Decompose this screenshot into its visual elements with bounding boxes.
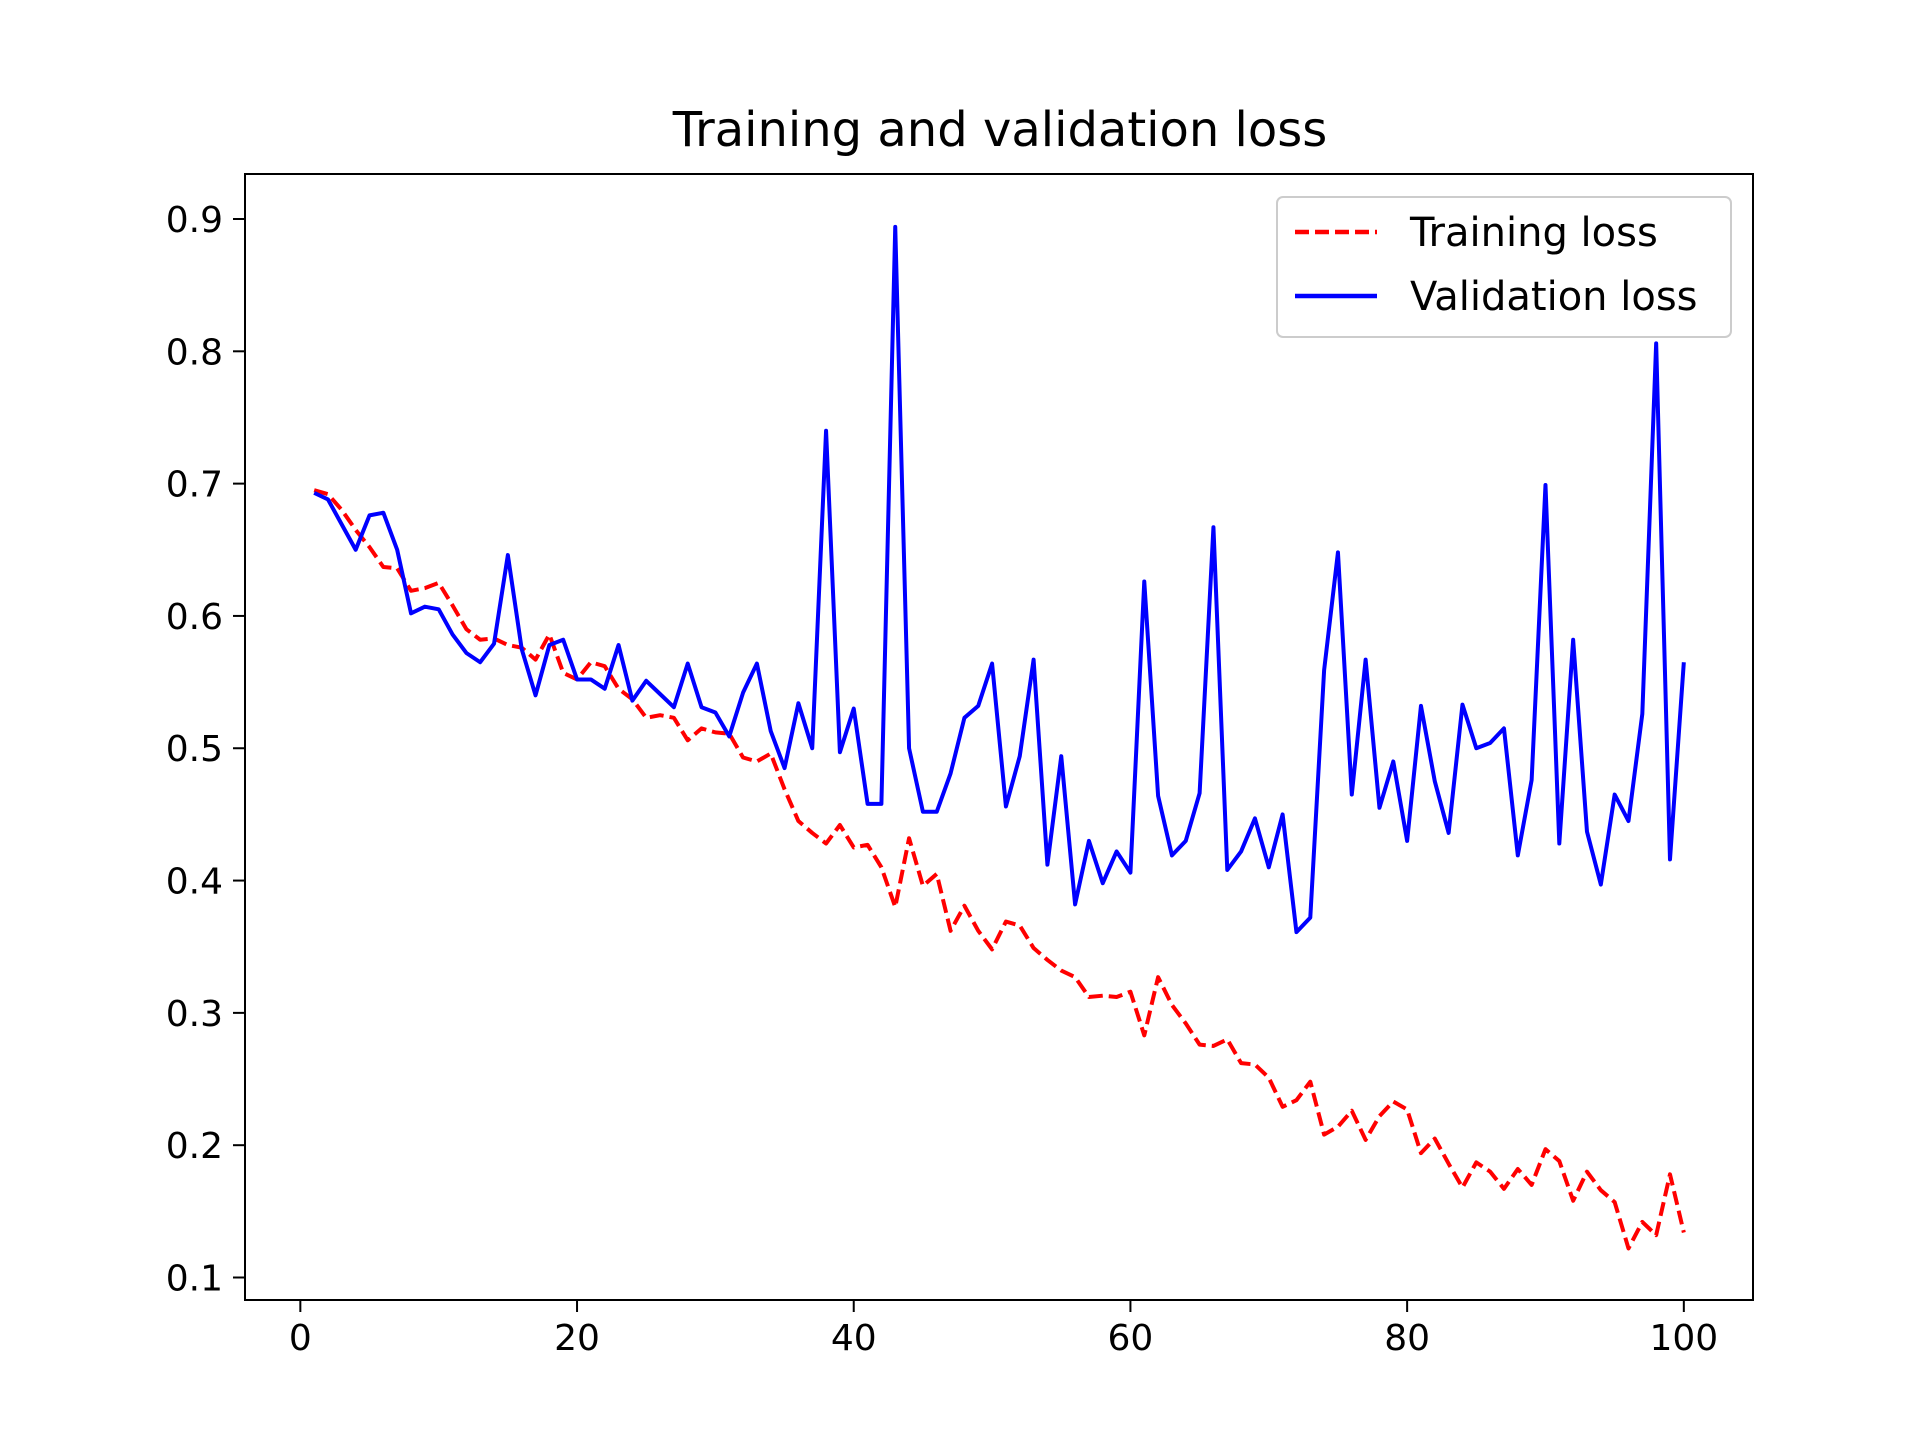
legend-training-label: Training loss [1409,210,1658,256]
y-tick-label: 0.1 [166,1259,223,1300]
y-tick-label: 0.9 [166,200,223,241]
y-tick-label: 0.4 [166,862,223,903]
y-tick-label: 0.8 [166,332,223,373]
x-tick-label: 40 [831,1318,877,1359]
x-axis: 0 20 40 60 80 100 [289,1300,1718,1359]
legend: Training loss Validation loss [1276,196,1732,338]
y-tick-label: 0.2 [166,1126,223,1167]
y-tick-label: 0.7 [166,465,223,506]
legend-validation-label: Validation loss [1410,274,1698,320]
x-tick-label: 0 [289,1318,312,1359]
y-tick-label: 0.3 [166,994,223,1035]
training-loss-line [313,488,1686,1251]
chart-title: Training and validation loss [672,102,1328,158]
legend-frame [1276,196,1732,338]
y-tick-label: 0.5 [166,729,223,770]
validation-loss-line [313,224,1686,935]
x-tick-label: 80 [1384,1318,1430,1359]
y-axis: 0.1 0.2 0.3 0.4 0.5 0.6 0.7 0.8 0.9 [166,200,245,1300]
x-tick-label: 100 [1649,1318,1718,1359]
x-tick-label: 60 [1108,1318,1154,1359]
plot-frame [244,173,1754,1301]
series-layer [313,224,1686,1251]
x-tick-label: 20 [554,1318,600,1359]
y-tick-label: 0.6 [166,597,223,638]
